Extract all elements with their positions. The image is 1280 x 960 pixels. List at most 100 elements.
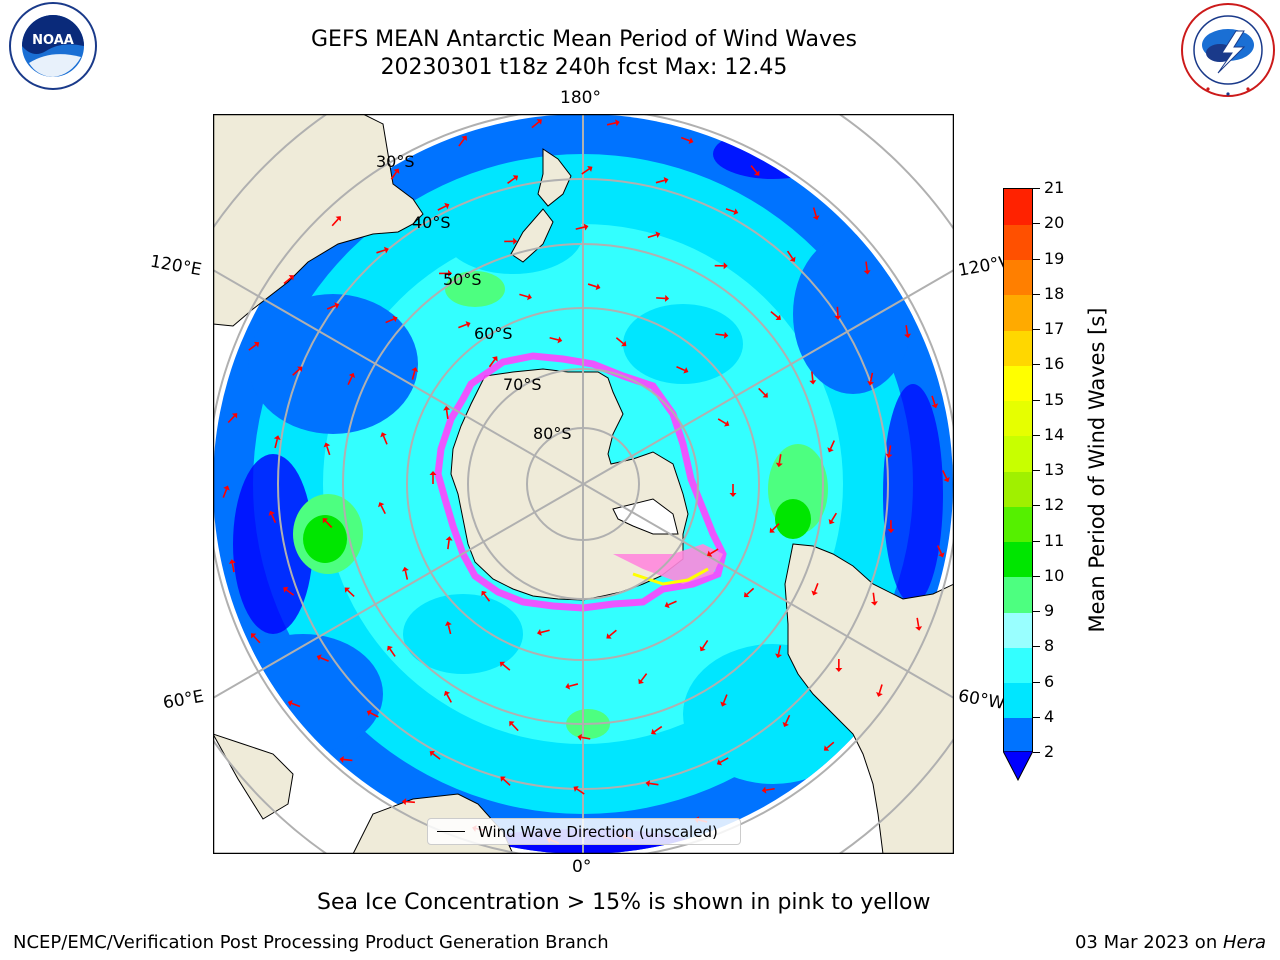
- wind-arrow-head: [723, 331, 729, 339]
- wind-arrow: [676, 365, 686, 372]
- wind-arrow-head: [339, 755, 344, 763]
- wind-arrow: [936, 545, 943, 555]
- colorbar-tick-label: 2: [1044, 742, 1055, 761]
- wind-arrow-head: [828, 518, 835, 525]
- wind-arrow: [829, 440, 836, 450]
- colorbar-tick: [1033, 364, 1040, 366]
- wind-arrow-head: [716, 759, 723, 766]
- wind-arrow: [291, 702, 301, 708]
- wind-arrow: [869, 372, 874, 382]
- colorbar-tick-label: 19: [1044, 248, 1065, 268]
- colorbar-segment: [1004, 189, 1032, 225]
- wind-arrow-head: [720, 701, 727, 707]
- colorbar-tick-label: 6: [1044, 671, 1055, 691]
- lat-label-60s: 60°S: [474, 324, 513, 343]
- wind-arrow-head: [527, 293, 532, 301]
- land-south-america: [784, 543, 954, 854]
- sea-ice-note: Sea Ice Concentration > 15% is shown in …: [317, 890, 931, 915]
- wind-arrow: [411, 370, 416, 380]
- wind-arrow-head: [723, 262, 728, 270]
- wind-arrow-head: [366, 709, 372, 717]
- wind-arrow: [826, 741, 835, 749]
- wind-arrow-head: [223, 485, 230, 491]
- colorbar-tick: [1033, 752, 1040, 753]
- wind-arrow: [722, 694, 728, 704]
- wind-arrow-head: [492, 356, 498, 362]
- wind-arrow-head: [273, 435, 281, 441]
- footer-date: 03 Mar 2023 on Hera: [1075, 932, 1266, 953]
- wind-arrow-head: [583, 223, 589, 231]
- wind-arrow-head: [811, 590, 818, 596]
- wind-arrow-head: [809, 380, 817, 385]
- wind-arrow: [231, 563, 235, 573]
- colorbar-segment: [1004, 717, 1032, 754]
- legend-label: Wind Wave Direction (unscaled): [478, 823, 718, 841]
- wind-arrow-head: [577, 733, 582, 741]
- wind-arrow: [502, 778, 511, 786]
- wind-arrow: [777, 645, 782, 655]
- wind-arrow: [458, 323, 468, 329]
- wind-arrow-head: [655, 231, 661, 239]
- wind-arrow-head: [387, 645, 393, 652]
- wind-arrow: [667, 600, 677, 606]
- colorbar-tick: [1033, 399, 1040, 401]
- wind-arrow-head: [323, 442, 331, 448]
- wind-arrow: [507, 177, 516, 184]
- wind-arrow-head: [663, 176, 669, 184]
- wind-arrow-head: [393, 168, 400, 174]
- wind-arrow: [813, 583, 819, 592]
- colorbar-segment: [1004, 506, 1032, 542]
- wind-arrow: [576, 788, 585, 795]
- wind-arrow: [531, 121, 540, 129]
- noaa-logo-text: NOAA: [32, 33, 74, 48]
- wind-arrow: [649, 782, 659, 786]
- wind-arrow-head: [392, 315, 398, 323]
- wind-arrow-head: [943, 477, 950, 483]
- wind-arrow-head: [481, 590, 487, 597]
- wind-arrow: [653, 725, 663, 733]
- wind-arrow-head: [595, 283, 601, 291]
- wind-arrow: [785, 714, 791, 724]
- wind-arrow-head: [253, 341, 260, 348]
- wind-arrow-head: [268, 510, 275, 516]
- colorbar-tick: [1033, 540, 1040, 542]
- wind-arrow: [274, 438, 279, 449]
- wind-arrow: [320, 656, 329, 662]
- wind-arrow: [445, 409, 449, 420]
- wind-arrow-head: [465, 321, 471, 328]
- polar-map: [213, 114, 954, 854]
- wind-arrow: [655, 179, 665, 184]
- wind-arrow: [772, 523, 780, 531]
- wind-arrow-head: [443, 690, 451, 697]
- wind-arrow-head: [904, 333, 912, 339]
- wind-arrow: [437, 205, 447, 211]
- colorbar-segment: [1004, 576, 1032, 613]
- wind-arrow: [324, 520, 333, 528]
- wind-arrow-head: [513, 237, 518, 245]
- colorbar-tick: [1033, 434, 1040, 436]
- wind-arrow-head: [231, 413, 238, 419]
- colorbar-segment: [1004, 647, 1032, 683]
- wind-arrow-head: [775, 653, 782, 659]
- wind-arrow-head: [834, 315, 842, 320]
- wind-arrow-head: [651, 728, 657, 735]
- colorbar-tick-label: 20: [1044, 213, 1065, 233]
- colorbar-tick: [1033, 575, 1040, 577]
- wind-arrow-head: [537, 629, 542, 636]
- colorbar-segment: [1004, 294, 1032, 331]
- wind-arrow-head: [288, 275, 295, 281]
- colorbar-tick-label: 14: [1044, 424, 1065, 444]
- wind-arrow: [347, 589, 355, 598]
- wind-arrow: [750, 165, 758, 174]
- noaa-logo: NOAA: [1, 1, 105, 95]
- wind-arrow: [581, 168, 590, 175]
- wind-arrow-head: [378, 502, 385, 508]
- wind-arrow: [758, 387, 766, 396]
- wind-arrow-head: [863, 270, 871, 275]
- colorbar-tick-label: 4: [1044, 706, 1055, 726]
- wind-arrow-head: [573, 786, 579, 792]
- wind-arrow-head: [638, 678, 644, 684]
- wind-arrow-head: [931, 403, 939, 409]
- wind-arrow-head: [645, 779, 650, 787]
- wind-arrow: [405, 800, 415, 804]
